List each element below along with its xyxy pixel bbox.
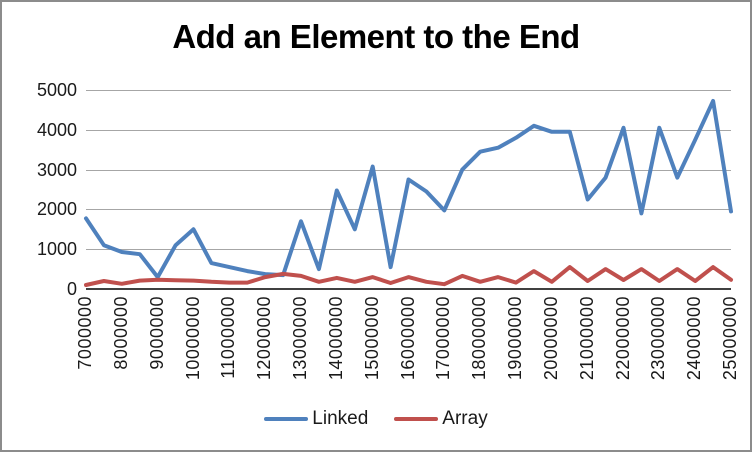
legend: Linked Array — [2, 408, 750, 430]
x-axis-tick-label: 21000000 — [576, 296, 597, 381]
y-axis-tick-label: 0 — [66, 279, 77, 299]
x-axis-tick-label: 20000000 — [540, 296, 561, 381]
x-axis-tick-label: 14000000 — [325, 296, 346, 381]
x-axis-line — [86, 288, 731, 290]
legend-item-linked: Linked — [264, 408, 368, 430]
y-axis-tick-label: 5000 — [36, 80, 77, 100]
x-axis-tick-label: 16000000 — [397, 296, 418, 381]
x-axis-tick-label: 7000000 — [75, 296, 95, 370]
x-axis-tick-label: 25000000 — [720, 296, 740, 381]
y-axis-tick-label: 3000 — [36, 159, 77, 180]
x-axis-tick-label: 19000000 — [505, 296, 525, 381]
y-axis-tick-label: 1000 — [36, 239, 77, 260]
linked-series-swatch — [264, 417, 309, 421]
y-axis-tick-label: 2000 — [36, 199, 77, 220]
gridline-2000 — [86, 209, 731, 211]
legend-label-array: Array — [442, 408, 488, 429]
legend-label-linked: Linked — [312, 408, 369, 429]
gridline-5000 — [86, 90, 731, 91]
y-axis-tick-label: 4000 — [36, 119, 77, 140]
x-axis-tick-label: 10000000 — [182, 296, 203, 381]
x-axis-tick-label: 8000000 — [110, 296, 131, 370]
chart-title: Add an Element to the End — [172, 18, 580, 55]
x-axis-tick-label: 24000000 — [684, 296, 705, 381]
x-axis-tick-label: 15000000 — [361, 296, 382, 381]
x-axis-tick-label: 22000000 — [612, 296, 633, 381]
x-axis-tick-label: 17000000 — [433, 296, 454, 381]
plot-area — [84, 98, 733, 287]
x-axis-tick-label: 11000000 — [218, 296, 239, 379]
linked-series-line — [84, 98, 733, 280]
x-axis-tick-label: 13000000 — [290, 296, 310, 381]
gridline-1000 — [86, 249, 731, 251]
array-series-swatch — [394, 417, 439, 421]
x-axis-tick-label: 18000000 — [469, 296, 490, 381]
x-axis-tick-label: 12000000 — [254, 296, 275, 381]
x-axis-tick-label: 23000000 — [648, 296, 669, 381]
x-axis-tick-label: 9000000 — [146, 296, 167, 370]
array-series-line — [84, 265, 733, 287]
legend-item-array: Array — [394, 408, 488, 430]
gridline-3000 — [86, 169, 731, 171]
gridline-4000 — [86, 129, 731, 131]
